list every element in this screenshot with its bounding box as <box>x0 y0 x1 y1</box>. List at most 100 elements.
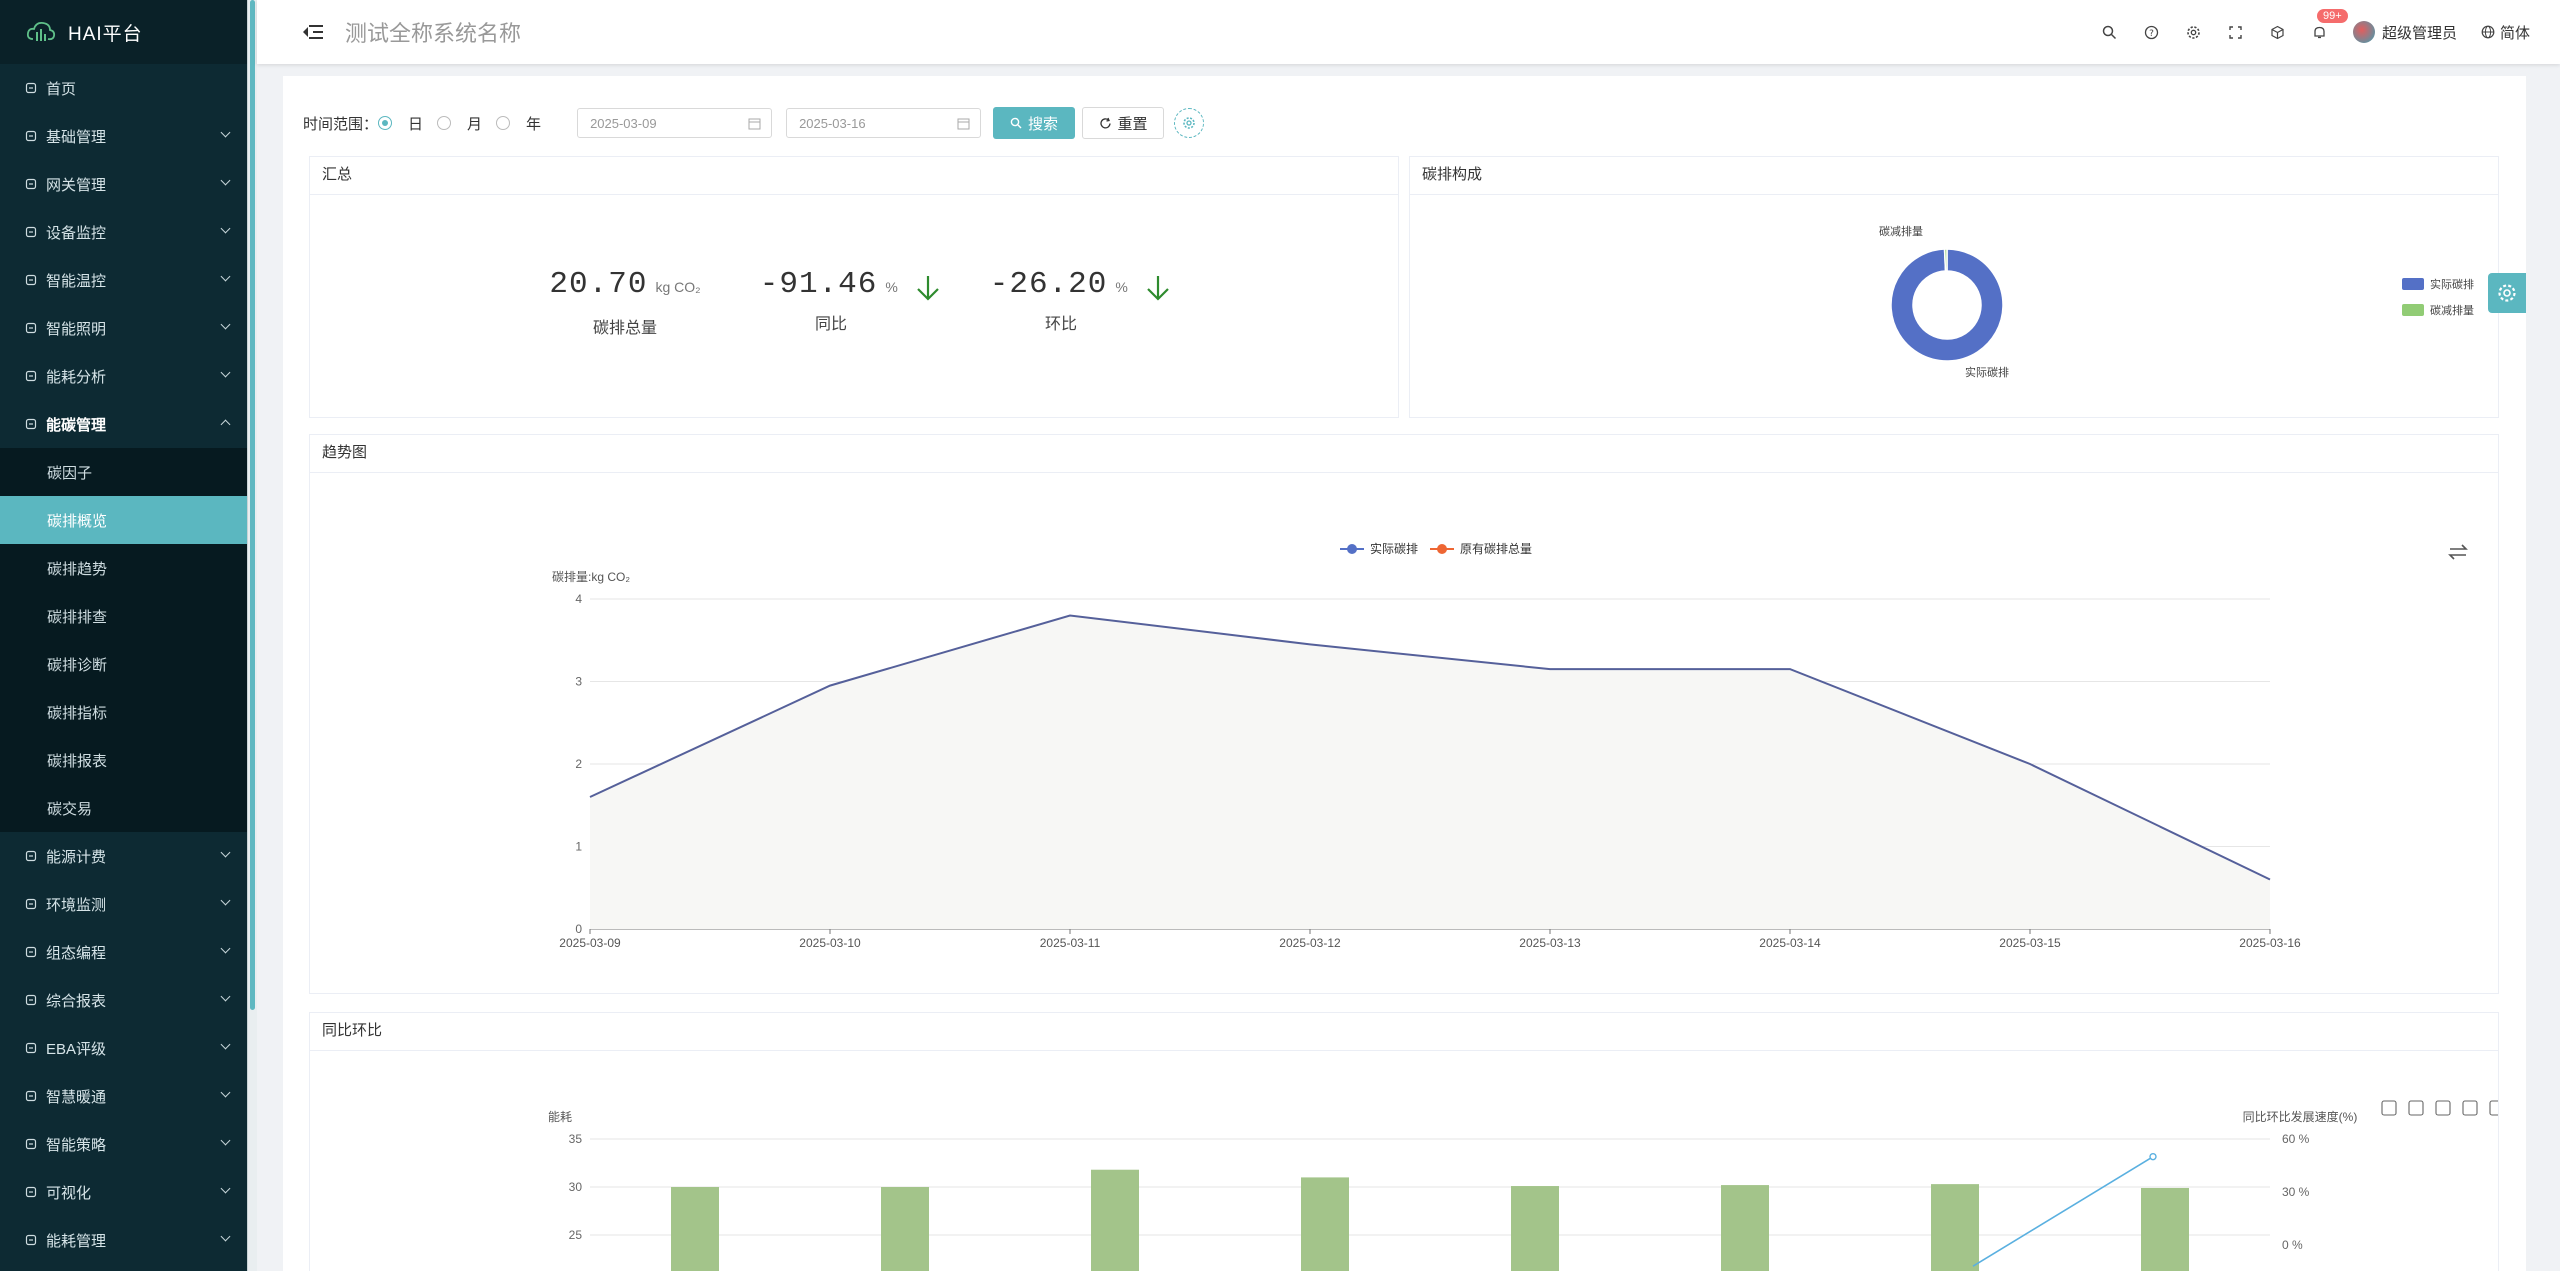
submenu-item[interactable]: 碳排指标 <box>47 704 108 722</box>
sidebar-item-after-4[interactable]: EBA评级 <box>0 1024 247 1072</box>
y-tick-label: 0 <box>575 922 582 936</box>
sidebar-item-label: 综合报表 <box>46 992 107 1010</box>
bar[interactable] <box>1301 1177 1349 1271</box>
language-switch[interactable]: 简体 <box>2481 22 2530 43</box>
dashboard-icon <box>24 81 38 95</box>
brand-logo[interactable]: HAI平台 <box>0 0 247 64</box>
strategy-icon <box>24 1137 38 1151</box>
cube-icon[interactable] <box>2269 23 2287 41</box>
search-icon[interactable] <box>2101 23 2119 41</box>
submenu-item[interactable]: 碳交易 <box>47 800 93 818</box>
stat-yoy-label: 同比 <box>814 316 847 333</box>
thermometer-icon <box>24 273 38 287</box>
start-date-value: 2025-03-09 <box>590 115 657 131</box>
sidebar-item-label: EBA评级 <box>46 1040 107 1058</box>
pie-slice[interactable] <box>1943 248 1948 272</box>
stat-yoy-value: -91.46 <box>759 267 878 302</box>
sidebar-item-label: 基础管理 <box>46 128 107 146</box>
sidebar-scrollbar[interactable] <box>247 0 257 1271</box>
legend-item[interactable]: 原有碳排总量 <box>1430 542 1532 556</box>
fullscreen-icon[interactable] <box>2227 23 2245 41</box>
radio-day[interactable]: 日 <box>378 113 423 134</box>
menu-fold-icon[interactable] <box>303 23 325 41</box>
time-range-label: 时间范围： <box>303 115 379 133</box>
end-date-input[interactable]: 2025-03-16 <box>786 108 982 138</box>
submenu-item[interactable]: 碳排概览 <box>0 496 247 544</box>
sidebar-item-after-0[interactable]: 能源计费 <box>0 832 247 880</box>
chevron-down-icon <box>220 943 231 954</box>
submenu-item[interactable]: 碳排趋势 <box>47 560 108 578</box>
submenu-item[interactable]: 碳排报表 <box>47 752 108 770</box>
bar[interactable] <box>1931 1184 1979 1271</box>
radio-year[interactable]: 年 <box>496 113 541 134</box>
stat-total-unit: kg CO₂ <box>655 279 701 295</box>
sidebar-item-after-1[interactable]: 环境监测 <box>0 880 247 928</box>
sidebar-item-after-3[interactable]: 综合报表 <box>0 976 247 1024</box>
y-tick-label: 2 <box>575 757 582 771</box>
sidebar-item-label: 智能温控 <box>46 272 107 290</box>
reset-button-label: 重置 <box>1117 115 1148 133</box>
submenu-item[interactable]: 碳排排查 <box>47 608 108 626</box>
sidebar-item-home[interactable]: 首页 <box>0 64 247 112</box>
column-settings-icon[interactable] <box>1174 108 1205 138</box>
top-header: 测试全称系统名称 ? 99+ 超级管理员 简体 <box>257 0 2560 64</box>
summary-title: 汇总 <box>310 157 1398 195</box>
trend-legend[interactable]: 实际碳排 原有碳排总量 <box>1340 541 1532 556</box>
submenu-item[interactable]: 碳排诊断 <box>47 656 108 674</box>
legend-item[interactable]: 实际碳排 <box>1340 541 1418 556</box>
bar-switch-icon[interactable] <box>2435 1100 2451 1116</box>
theme-settings-icon[interactable] <box>2488 273 2526 313</box>
chevron-up-icon <box>220 419 231 430</box>
sidebar-item-6[interactable]: 能耗分析 <box>0 352 247 400</box>
notification-bell-icon[interactable]: 99+ <box>2311 9 2348 41</box>
series-area <box>590 615 2270 929</box>
sidebar-item-3[interactable]: 设备监控 <box>0 208 247 256</box>
report-icon <box>24 993 38 1007</box>
chart-toolbox[interactable] <box>2381 1100 2498 1116</box>
radio-year-label: 年 <box>526 115 542 133</box>
bar[interactable] <box>1091 1169 1139 1271</box>
chevron-down-icon <box>220 223 231 234</box>
pie-slice[interactable] <box>1890 248 2004 362</box>
bar[interactable] <box>671 1187 719 1271</box>
search-button[interactable]: 搜索 <box>993 107 1076 139</box>
sidebar-item-label: 能耗分析 <box>46 368 107 386</box>
radio-month[interactable]: 月 <box>437 113 482 134</box>
start-date-input[interactable]: 2025-03-09 <box>577 108 773 138</box>
sidebar-item-7[interactable]: 能碳管理 <box>0 400 247 448</box>
x-tick-label: 2025-03-15 <box>1999 936 2061 950</box>
settings-icon[interactable] <box>2185 23 2203 41</box>
reset-button[interactable]: 重置 <box>1082 107 1165 139</box>
brand-name: HAI平台 <box>68 23 143 45</box>
bar[interactable] <box>2141 1187 2189 1271</box>
bar[interactable] <box>881 1187 929 1271</box>
sidebar-item-label: 可视化 <box>46 1184 92 1202</box>
user-menu[interactable]: 超级管理员 <box>2352 21 2457 43</box>
legend-swatch <box>2402 304 2424 316</box>
monitor-icon <box>24 225 38 239</box>
chevron-down-icon <box>220 895 231 906</box>
chevron-down-icon <box>220 175 231 186</box>
sidebar-item-5[interactable]: 智能照明 <box>0 304 247 352</box>
switch-chart-icon[interactable] <box>2448 544 2468 560</box>
sidebar-item-after-2[interactable]: 组态编程 <box>0 928 247 976</box>
help-icon[interactable]: ? <box>2143 23 2161 41</box>
sidebar-item-after-8[interactable]: 能耗管理 <box>0 1216 247 1264</box>
wallet-icon <box>24 849 38 863</box>
download-icon[interactable] <box>2489 1100 2498 1116</box>
sidebar-item-after-6[interactable]: 智能策略 <box>0 1120 247 1168</box>
restore-icon[interactable] <box>2462 1100 2478 1116</box>
sidebar-item-2[interactable]: 网关管理 <box>0 160 247 208</box>
pie-label: 碳减排量 <box>1879 224 1923 238</box>
line-switch-icon[interactable] <box>2408 1100 2424 1116</box>
sidebar-item-4[interactable]: 智能温控 <box>0 256 247 304</box>
sidebar-item-after-7[interactable]: 可视化 <box>0 1168 247 1216</box>
bar[interactable] <box>1511 1186 1559 1271</box>
data-view-icon[interactable] <box>2381 1100 2397 1116</box>
sidebar-item-after-5[interactable]: 智慧暖通 <box>0 1072 247 1120</box>
bar[interactable] <box>1721 1185 1769 1271</box>
submenu-item[interactable]: 碳因子 <box>47 464 93 482</box>
sidebar-item-1[interactable]: 基础管理 <box>0 112 247 160</box>
